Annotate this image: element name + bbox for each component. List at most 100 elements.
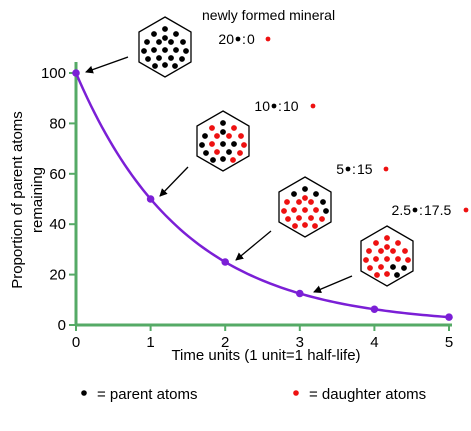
daughter-atom-2-15 [319,216,325,222]
ratio-label-0: 20 : 0 [218,31,271,47]
daughter-atom-1-5 [226,133,232,139]
daughter-atom-2-5 [308,199,314,205]
daughter-atom-1-2 [231,125,237,131]
legend-daughter-label: = daughter atoms [309,386,426,403]
daughter-atom-3-1 [373,240,379,246]
crystal-outline-3 [360,225,414,287]
parent-atom-0-10 [173,47,179,53]
parent-atom-1-19 [220,129,226,135]
daughter-atom-3-8 [373,256,379,262]
parent-atom-1-12 [203,150,209,156]
y-tick-label-4: 80 [49,115,66,132]
daughter-atom-2-14 [308,215,314,221]
daughter-atom-3-4 [378,248,384,254]
daughter-atom-1-11 [241,142,247,148]
daughter-atom-1-8 [209,141,215,147]
parent-atom-0-16 [152,63,158,69]
ratio-daughter-dot-1 [310,103,316,109]
daughter-atom-3-6 [402,248,408,254]
ratio-sep-0: : [242,31,246,47]
daughter-atom-3-19 [384,244,390,250]
daughter-atom-1-6 [238,133,244,139]
daughter-atom-2-3 [284,199,290,205]
daughter-atom-3-10 [395,256,401,262]
daughter-atom-1-13 [214,149,220,155]
ratio-sep-2: : [352,161,356,177]
y-tick-label-3: 60 [49,166,66,183]
ratio-parent-dot-0 [235,36,241,42]
arrow-2 [235,230,272,261]
parent-atom-0-9 [162,47,168,53]
parent-atom-2-0 [302,186,308,192]
daughter-atom-2-8 [291,207,297,213]
mineral-crystal-1 [196,110,250,172]
parent-atom-0-2 [173,31,179,37]
parent-atom-0-0 [162,26,168,32]
daughter-atom-1-4 [214,133,220,139]
arrow-3 [313,275,353,293]
parent-atom-1-17 [220,156,226,162]
daughter-atom-3-16 [374,272,380,278]
parent-atom-0-6 [180,39,186,45]
parent-atom-0-14 [168,55,174,61]
y-tick-label-0: 0 [58,317,66,334]
parent-atom-2-6 [320,199,326,205]
ratio-parent-dot-1 [271,103,277,109]
ratio-parent-1: 10 [254,98,270,114]
parent-atom-0-4 [156,39,162,45]
parent-atom-2-2 [313,191,319,197]
ratio-parent-dot-3 [412,207,418,213]
parent-atom-2-11 [323,208,329,214]
daughter-atom-2-16 [292,223,298,229]
arrow-1 [159,166,189,197]
daughter-atom-3-13 [378,264,384,270]
daughter-atom-3-9 [384,256,390,262]
ratio-label-1: 10 : 10 [254,98,316,114]
daughter-atom-1-18 [230,157,236,163]
data-point-5 [445,313,453,321]
ratio-sep-3: : [419,202,423,218]
parent-atom-0-15 [179,56,185,62]
x-axis-title: Time units (1 unit=1 half-life) [171,347,360,364]
ratio-daughter-dot-2 [383,166,389,172]
ratio-daughter-3: 17.5 [424,202,451,218]
parent-atom-1-0 [220,120,226,126]
ratio-parent-0: 20 [218,31,234,47]
parent-atom-0-1 [151,31,157,37]
parent-atom-0-5 [168,39,174,45]
daughter-atom-2-19 [302,195,308,201]
y-tick-label-5: 100 [41,65,66,82]
y-tick-label-2: 40 [49,216,66,233]
data-point-0 [72,69,80,77]
parent-atom-0-8 [151,47,157,53]
ratio-daughter-dot-3 [463,207,469,213]
ratio-daughter-2: 15 [357,161,373,177]
parent-atom-0-3 [144,39,150,45]
parent-atom-0-17 [162,62,168,68]
parent-atom-1-3 [202,133,208,139]
series-line [74,72,450,319]
parent-atom-1-9 [220,141,226,147]
crystal-outline-2 [278,176,332,238]
data-point-2 [221,258,229,266]
ratio-parent-2: 5 [336,161,344,177]
ratio-daughter-1: 10 [283,98,299,114]
mineral-diagrams [138,16,414,287]
parent-atom-0-11 [183,48,189,54]
parent-atom-0-18 [172,63,178,69]
daughter-atom-2-13 [296,215,302,221]
parent-atom-2-1 [291,191,297,197]
parent-atom-1-16 [210,157,216,163]
ratio-daughter-0: 0 [247,31,255,47]
data-point-3 [296,289,304,298]
y-axis-title-line-2: remaining [29,167,46,233]
mineral-crystal-2 [278,176,332,238]
daughter-atom-3-5 [390,248,396,254]
mineral-crystal-0 [138,16,192,78]
y-tick-group: 0 20 40 60 80 100 [41,65,76,334]
parent-atom-3-18 [394,272,400,278]
x-tick-label-4: 4 [370,334,378,351]
daughter-atom-3-2 [395,240,401,246]
x-tick-label-1: 1 [146,334,154,351]
daughter-atom-1-15 [237,150,243,156]
